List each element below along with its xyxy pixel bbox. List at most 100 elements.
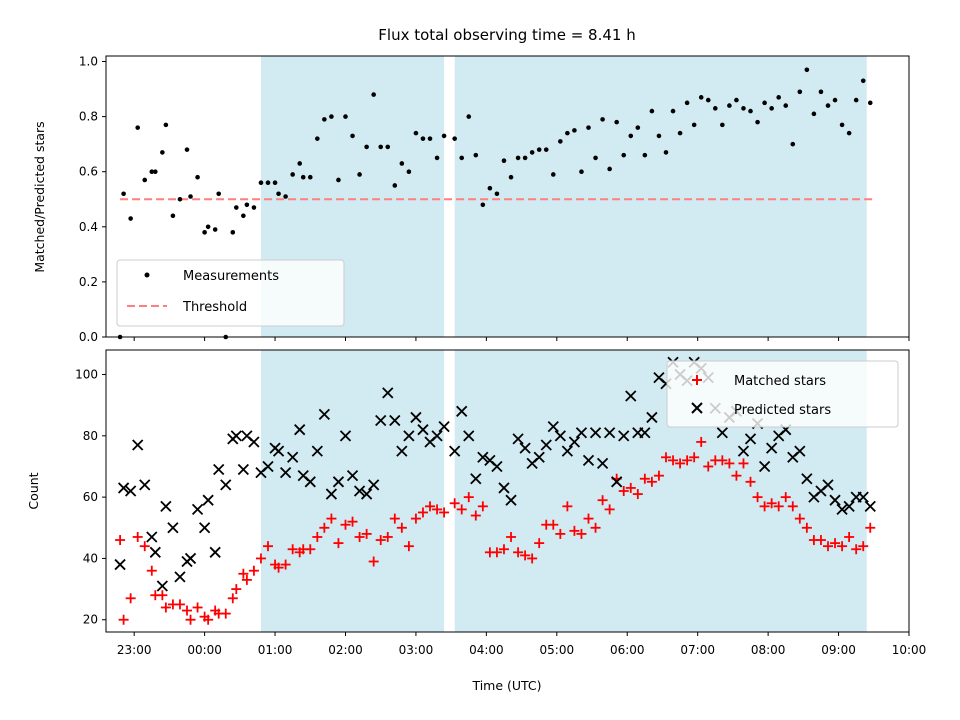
predicted-stars-point: [198, 522, 211, 534]
predicted-stars-point: [220, 479, 232, 491]
measurement-point: [607, 166, 612, 172]
legend-measurements-marker: [144, 272, 150, 278]
top-axes-frame: [105, 55, 910, 338]
predicted-stars-point: [758, 460, 771, 473]
predicted-stars-point: [431, 430, 443, 442]
predicted-stars-point: [375, 414, 387, 427]
bottom-y-axis-label: Count: [26, 472, 41, 509]
matched-stars-point: [139, 541, 150, 552]
matched-stars-point: [766, 498, 777, 509]
matched-stars-point: [312, 531, 323, 542]
predicted-stars-point: [191, 503, 204, 516]
predicted-stars-point: [829, 494, 841, 506]
bottom-legend-box: [666, 360, 899, 428]
predicted-stars-point: [561, 445, 574, 457]
matched-stars-point: [417, 507, 428, 518]
top-y-axis-label: Matched/Predicted stars: [32, 121, 47, 272]
measurement-point: [536, 147, 542, 152]
bottom-y-ticks: 20 40 60 80 100: [75, 368, 106, 627]
measurement-point: [818, 89, 824, 95]
predicted-stars-point: [611, 476, 623, 488]
legend-matched-label: Matched stars: [734, 374, 826, 389]
measurement-point: [315, 136, 320, 141]
measurement-point: [755, 119, 760, 125]
top-x-ticks: [133, 337, 910, 341]
measurement-point: [290, 172, 295, 177]
predicted-stars-point: [477, 451, 489, 463]
predicted-stars-point: [139, 479, 151, 491]
measurement-point: [741, 106, 746, 111]
measurement-point: [283, 194, 288, 199]
predicted-stars-point: [125, 485, 137, 497]
measurement-point: [128, 216, 133, 221]
predicted-stars-point: [646, 411, 658, 424]
matched-stars-point: [192, 602, 203, 613]
predicted-stars-point: [519, 442, 531, 454]
measurement-point: [501, 158, 507, 163]
matched-stars-point: [287, 544, 298, 555]
matched-stars-point: [347, 516, 358, 527]
matched-stars-point: [305, 544, 316, 555]
measurement-point: [452, 136, 457, 141]
predicted-stars-point: [202, 494, 214, 506]
measurement-point: [307, 174, 313, 180]
shaded-interval-0: [260, 350, 445, 632]
measurement-point: [336, 177, 341, 183]
x-tick-label: 09:00: [821, 643, 856, 657]
predicted-stars-point: [456, 405, 468, 417]
predicted-stars-point: [625, 390, 637, 402]
matched-stars-point: [456, 504, 467, 515]
predicted-stars-point: [346, 470, 359, 482]
legend-matched-marker: [692, 375, 702, 385]
x-tick-label: 10:00: [892, 643, 927, 657]
top-y-ticks: 0.0 0.2 0.4 0.6 0.8 1.0: [79, 55, 106, 344]
predicted-stars-point: [213, 463, 225, 476]
predicted-stars-point: [716, 427, 728, 439]
predicted-stars-point: [639, 427, 651, 439]
predicted-stars-point: [568, 436, 581, 448]
predicted-stars-point: [311, 445, 323, 457]
predicted-stars-point: [325, 488, 338, 500]
matched-stars-point: [439, 507, 450, 518]
measurement-point: [839, 122, 845, 128]
measurement-point: [860, 78, 866, 84]
matched-stars-point: [562, 501, 573, 512]
matched-stars-point: [639, 473, 650, 484]
measurement-point: [480, 202, 486, 208]
measurement-point: [776, 95, 781, 100]
measurement-point: [762, 100, 767, 106]
predicted-stars-point: [132, 439, 144, 451]
matched-stars-point: [646, 476, 657, 487]
measurement-point: [427, 136, 433, 141]
measurement-point: [825, 103, 831, 108]
measurement-point: [628, 133, 634, 139]
x-tick-label: 23:00: [117, 643, 152, 657]
legend-measurements-label: Measurements: [183, 269, 279, 284]
measurement-point: [297, 161, 303, 166]
predicted-stars-point: [287, 451, 299, 463]
measurement-point: [727, 103, 732, 108]
measurement-point: [434, 155, 440, 161]
y-tick-label: 80: [83, 429, 98, 443]
matched-stars-point: [463, 492, 474, 503]
matched-stars-point: [583, 513, 594, 524]
top-panel: 0.0 0.2 0.4 0.6 0.8 1.0 Matched/Predicted sta…: [32, 55, 910, 344]
measurement-point: [399, 161, 405, 166]
predicted-stars-point: [582, 454, 595, 466]
measurement-point: [251, 205, 257, 210]
matched-stars-point: [432, 504, 443, 515]
matched-stars-point: [597, 495, 608, 506]
matched-stars-point: [132, 531, 143, 542]
matched-stars-point: [146, 565, 157, 576]
matched-stars-point: [534, 538, 545, 549]
measurement-point: [621, 152, 627, 158]
measurement-point: [705, 97, 711, 103]
matched-stars-point: [354, 531, 365, 542]
measurement-point: [487, 185, 493, 191]
predicted-stars-point: [184, 552, 197, 565]
measurement-point: [804, 67, 810, 73]
measurement-point: [230, 230, 236, 235]
predicted-stars-point: [230, 430, 242, 442]
x-tick-label: 07:00: [680, 643, 715, 657]
predicted-stars-point: [540, 439, 552, 451]
